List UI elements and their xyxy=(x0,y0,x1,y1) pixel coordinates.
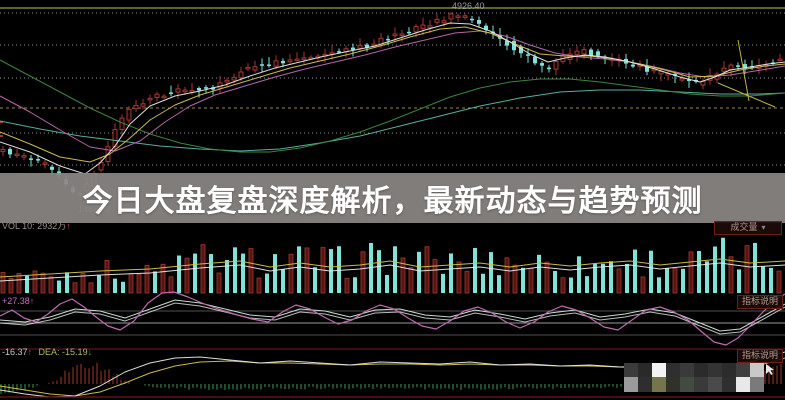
down-arrow-icon: ↓ xyxy=(87,347,93,357)
mosaic-block xyxy=(638,363,652,377)
volume-pane xyxy=(0,237,785,294)
candlesticks xyxy=(0,12,783,197)
mosaic-block xyxy=(652,377,666,392)
volume-indicator-label: VOL 10: 2932万↑ xyxy=(2,221,71,231)
dif-dea-label: -16.37↑ DEA: -15.19↓ xyxy=(2,347,93,357)
indicator-help-button-1[interactable]: 指标说明 xyxy=(736,295,783,309)
title-banner: 今日大盘复盘深度解析，最新动态与趋势预测 xyxy=(0,173,785,223)
mosaic-block xyxy=(652,363,666,377)
mosaic-block xyxy=(624,363,638,377)
mosaic-block xyxy=(694,363,708,377)
peak-price-annotation: 4926.40 xyxy=(452,1,485,11)
mosaic-block xyxy=(694,377,708,392)
up-arrow-icon: ↑ xyxy=(66,221,71,231)
mosaic-block xyxy=(708,377,722,392)
mosaic-block xyxy=(722,377,736,392)
mosaic-block xyxy=(638,377,652,392)
mosaic-block xyxy=(722,363,736,377)
mosaic-block xyxy=(680,377,694,392)
mosaic-block xyxy=(750,363,764,377)
mosaic-block xyxy=(624,377,638,392)
page-title: 今日大盘复盘深度解析，最新动态与趋势预测 xyxy=(82,185,703,218)
cursor-icon xyxy=(766,364,774,375)
indicator-help-button-2[interactable]: 指标说明 xyxy=(736,349,783,363)
oscillator-pane xyxy=(0,291,785,350)
up-arrow-icon: ↑ xyxy=(27,347,33,357)
mosaic-block xyxy=(750,377,764,392)
mosaic-block xyxy=(708,363,722,377)
mosaic-block xyxy=(736,363,750,377)
volume-pane-dropdown[interactable]: 成交量 ▾ xyxy=(714,221,782,235)
up-arrow-icon: ↑ xyxy=(29,296,35,306)
mosaic-block xyxy=(666,377,680,392)
mosaic-block xyxy=(736,377,750,392)
oscillator-value-label: +27.38↑ xyxy=(2,296,35,306)
price-ma-lines xyxy=(0,22,785,175)
mosaic-block xyxy=(666,363,680,377)
chevron-down-icon: ▾ xyxy=(761,223,766,232)
mosaic-block xyxy=(680,363,694,377)
